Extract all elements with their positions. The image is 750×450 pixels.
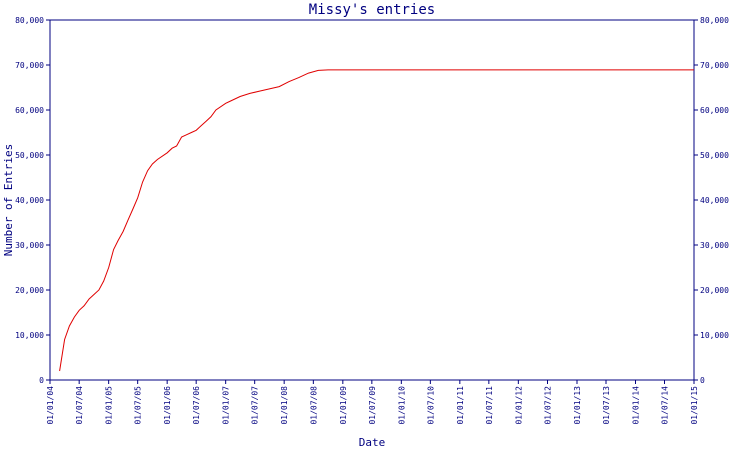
chart-title: Missy's entries (309, 2, 435, 18)
y-tick-label-right: 80,000 (700, 16, 729, 25)
x-tick-label: 01/07/12 (544, 386, 553, 425)
y-tick-label-left: 10,000 (15, 331, 44, 340)
x-tick-label: 01/07/06 (192, 386, 201, 425)
x-tick-label: 01/01/12 (514, 386, 523, 425)
y-axis-ticks-left: 0 10,000 20,000 30,000 40,000 50,000 60,000 70,… (15, 16, 50, 385)
x-tick-label: 01/07/10 (426, 386, 435, 425)
y-tick-label-right: 10,000 (700, 331, 729, 340)
x-tick-label: 01/01/15 (690, 386, 699, 425)
y-tick-label-right: 60,000 (700, 106, 729, 115)
x-tick-label: 01/07/07 (251, 386, 260, 425)
x-tick-label: 01/01/04 (46, 386, 55, 425)
y-tick-label-right: 20,000 (700, 286, 729, 295)
x-tick-label: 01/01/06 (163, 386, 172, 425)
y-tick-label-left: 20,000 (15, 286, 44, 295)
x-tick-label: 01/07/13 (602, 386, 611, 425)
x-tick-label: 01/07/14 (661, 386, 670, 425)
x-axis-label: Date (359, 436, 386, 449)
x-tick-label: 01/07/09 (368, 386, 377, 425)
x-tick-label: 01/07/08 (309, 386, 318, 425)
y-axis-ticks-right: 0 10,000 20,000 30,000 40,000 50,000 60,000 70,… (694, 16, 729, 385)
x-tick-label: 01/01/07 (222, 386, 231, 425)
y-tick-label-left: 0 (39, 376, 44, 385)
y-tick-label-right: 0 (700, 376, 705, 385)
y-tick-label-right: 70,000 (700, 61, 729, 70)
x-tick-label: 01/01/09 (339, 386, 348, 425)
y-tick-label-right: 40,000 (700, 196, 729, 205)
x-tick-label: 01/01/14 (631, 386, 640, 425)
series-line-entries (59, 69, 694, 372)
x-tick-label: 01/01/11 (456, 386, 465, 425)
y-tick-label-right: 30,000 (700, 241, 729, 250)
x-tick-label: 01/07/11 (485, 386, 494, 425)
x-axis-ticks: 01/01/04 01/07/04 01/01/05 01/07/05 01/01/06… (46, 380, 699, 425)
x-tick-label: 01/01/10 (397, 386, 406, 425)
x-tick-label: 01/01/08 (280, 386, 289, 425)
y-tick-label-right: 50,000 (700, 151, 729, 160)
x-tick-label: 01/01/05 (105, 386, 114, 425)
y-axis-label: Number of Entries (2, 144, 15, 257)
y-tick-label-left: 80,000 (15, 16, 44, 25)
x-tick-label: 01/07/04 (75, 386, 84, 425)
x-tick-label: 01/07/05 (134, 386, 143, 425)
y-tick-label-left: 30,000 (15, 241, 44, 250)
y-tick-label-left: 50,000 (15, 151, 44, 160)
y-tick-label-left: 40,000 (15, 196, 44, 205)
y-tick-label-left: 70,000 (15, 61, 44, 70)
y-tick-label-left: 60,000 (15, 106, 44, 115)
x-tick-label: 01/01/13 (573, 386, 582, 425)
